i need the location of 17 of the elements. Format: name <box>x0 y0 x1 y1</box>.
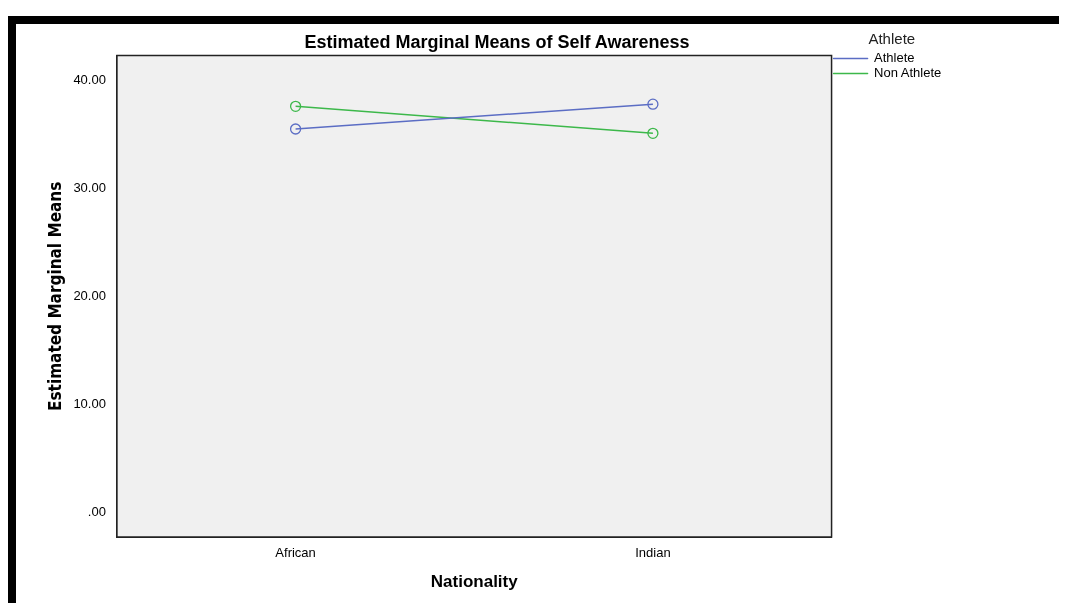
legend-label: Athlete <box>874 50 915 66</box>
y-tick-label: 40.00 <box>73 72 106 87</box>
x-tick-label: African <box>275 545 316 561</box>
point <box>647 98 659 110</box>
x-axis-title: Nationality <box>430 572 519 592</box>
y-tick-label: 20.00 <box>73 287 106 303</box>
point <box>289 123 302 135</box>
y-axis-title: Estimated Marginal Means <box>44 181 65 411</box>
legend-label: Non Athlete <box>874 65 942 81</box>
x-tick-label: Indian <box>635 545 671 561</box>
legend-title: Athlete <box>868 29 916 47</box>
y-tick-label: .00 <box>87 503 106 519</box>
point <box>289 100 302 112</box>
chart-title: Estimated Marginal Means of Self Awareness <box>304 31 690 52</box>
y-tick-label: 30.00 <box>73 179 106 195</box>
point <box>647 127 659 139</box>
y-tick-label: 10.00 <box>73 395 106 411</box>
